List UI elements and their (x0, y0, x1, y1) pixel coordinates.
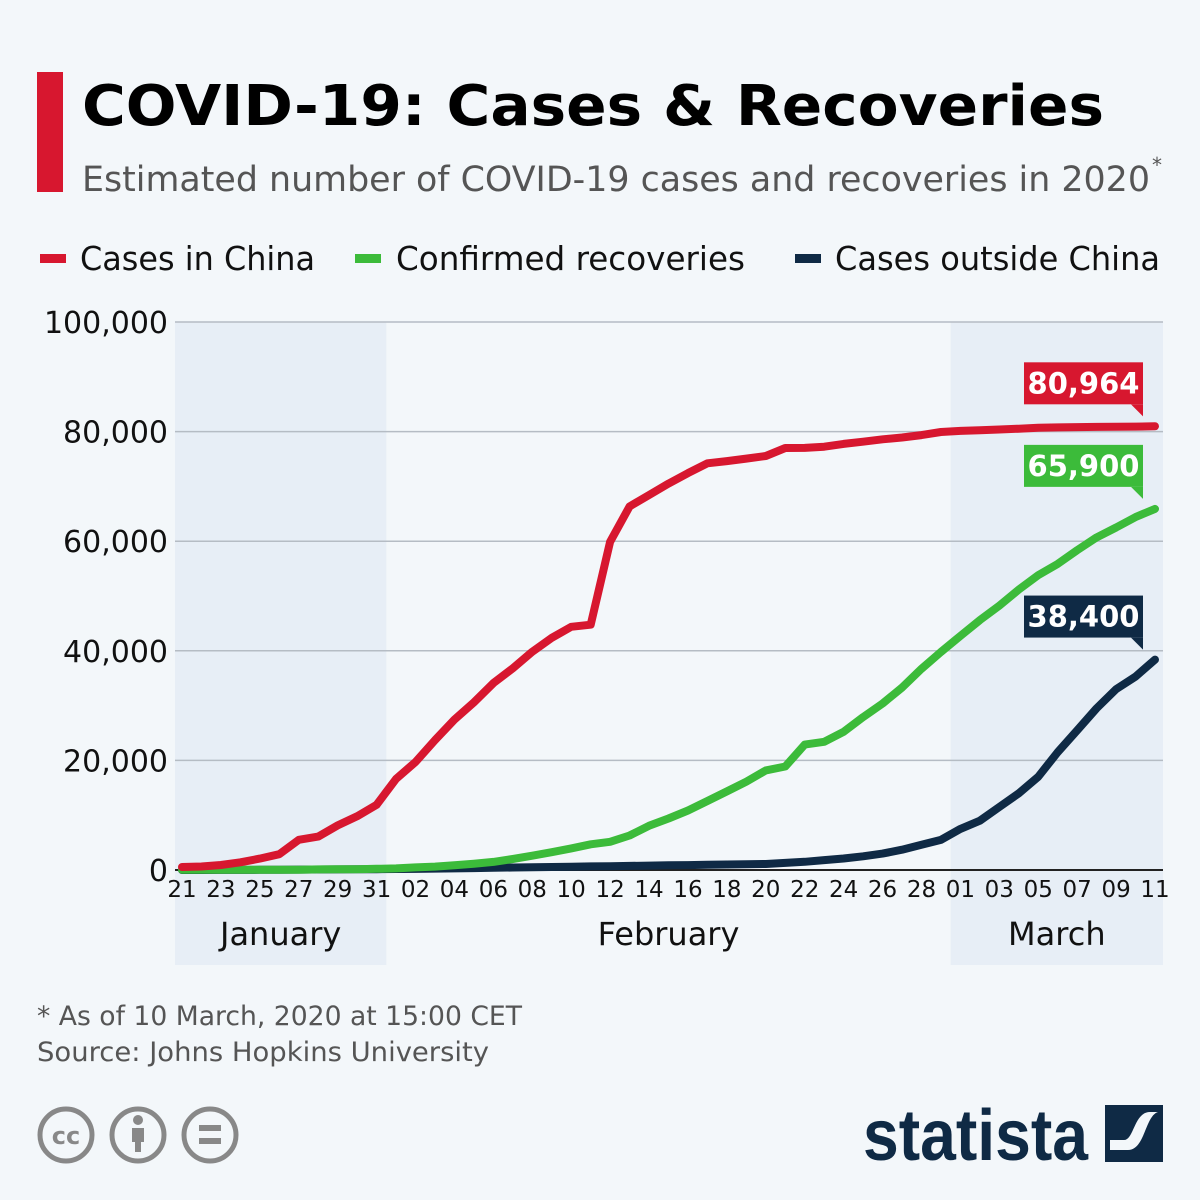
y-tick-label: 60,000 (63, 525, 168, 560)
x-tick-label: 05 (1024, 877, 1053, 903)
callout-value: 65,900 (1028, 449, 1140, 483)
month-label: February (598, 915, 740, 953)
series-line-cases-in-china (178, 422, 1159, 871)
legend-swatch-recoveries (355, 254, 381, 263)
statista-wordmark: statista (863, 1096, 1089, 1176)
legend: Cases in China Confirmed recoveries Case… (40, 239, 1160, 278)
svg-text:cc: cc (52, 1122, 80, 1150)
x-tick-label: 02 (401, 877, 430, 903)
x-tick-label: 21 (167, 877, 196, 903)
month-label: March (1008, 915, 1106, 953)
x-tick-label: 27 (284, 877, 313, 903)
x-tick-label: 08 (518, 877, 547, 903)
subtitle-footnote-mark: * (1152, 153, 1162, 177)
series-line-confirmed-recoveries (178, 504, 1159, 874)
x-tick-label: 10 (557, 877, 586, 903)
x-tick-label: 24 (829, 877, 858, 903)
end-value-callout: 65,900 (1024, 444, 1143, 499)
y-tick-label: 20,000 (63, 744, 168, 779)
legend-label-recoveries: Confirmed recoveries (396, 239, 745, 278)
x-tick-label: 06 (479, 877, 508, 903)
x-tick-label: 14 (634, 877, 663, 903)
end-value-callout: 80,964 (1024, 362, 1143, 417)
x-tick-label: 26 (868, 877, 897, 903)
source-note[interactable]: Source: Johns Hopkins University (37, 1037, 489, 1068)
callout-box (1024, 444, 1143, 487)
x-tick-label: 23 (206, 877, 235, 903)
no-derivatives-icon[interactable] (181, 1106, 239, 1164)
callout-value: 38,400 (1028, 600, 1140, 634)
y-tick-label: 100,000 (44, 306, 168, 341)
cc-icon[interactable]: cc (37, 1106, 95, 1164)
x-tick-label: 16 (673, 877, 702, 903)
x-tick-label: 22 (790, 877, 819, 903)
callout-value: 80,964 (1028, 366, 1140, 400)
chart-subtitle: Estimated number of COVID-19 cases and r… (82, 160, 1150, 200)
y-tick-label: 0 (149, 854, 168, 889)
legend-label-china: Cases in China (80, 239, 315, 278)
x-tick-label: 04 (440, 877, 469, 903)
x-tick-label: 11 (1140, 877, 1169, 903)
legend-swatch-outside (795, 254, 821, 263)
callout-pointer (1131, 637, 1143, 650)
chart-title: COVID-19: Cases & Recoveries (82, 74, 1104, 139)
callout-box (1024, 362, 1143, 405)
x-tick-label: 12 (595, 877, 624, 903)
end-value-callout: 38,400 (1024, 595, 1143, 650)
x-tick-label: 07 (1063, 877, 1092, 903)
legend-label-outside: Cases outside China (835, 239, 1160, 278)
month-band-march (950, 322, 1163, 965)
x-tick-label: 25 (245, 877, 274, 903)
month-label: January (218, 915, 341, 953)
x-tick-label: 29 (323, 877, 352, 903)
x-tick-label: 03 (985, 877, 1014, 903)
callout-pointer (1131, 486, 1143, 499)
callout-box (1024, 595, 1143, 638)
x-tick-label: 28 (907, 877, 936, 903)
x-tick-label: 01 (946, 877, 975, 903)
callout-pointer (1131, 404, 1143, 417)
footnote: * As of 10 March, 2020 at 15:00 CET (37, 1001, 522, 1032)
legend-swatch-china (40, 254, 66, 263)
y-tick-label: 40,000 (63, 635, 168, 670)
x-tick-label: 31 (362, 877, 391, 903)
statista-logo[interactable]: statista (863, 1096, 1163, 1176)
x-tick-label: 18 (712, 877, 741, 903)
title-accent-bar (37, 72, 63, 192)
y-tick-label: 80,000 (63, 416, 168, 451)
x-tick-label: 20 (751, 877, 780, 903)
x-tick-label: 09 (1101, 877, 1130, 903)
attribution-icon[interactable] (109, 1106, 167, 1164)
